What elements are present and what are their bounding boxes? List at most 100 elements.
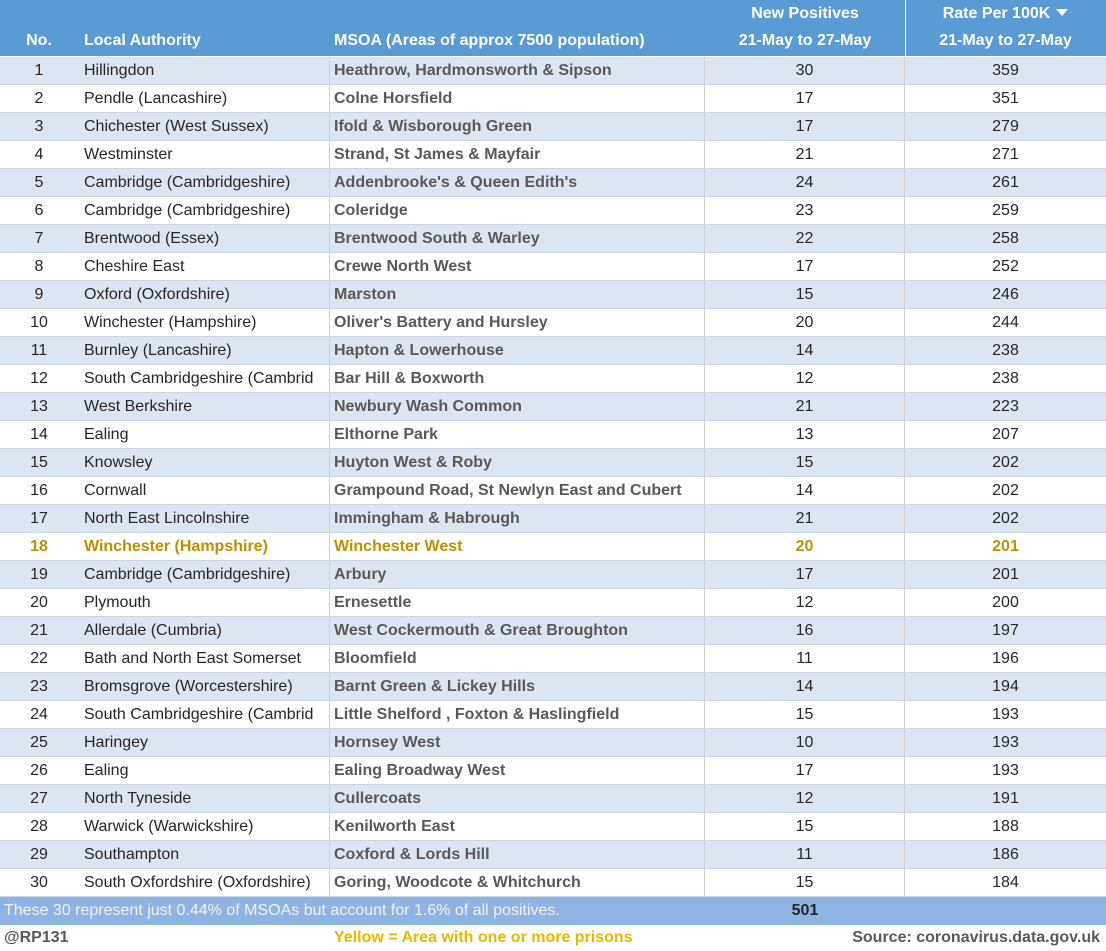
table-cell: 14 [705, 477, 905, 504]
table-cell: 196 [992, 650, 1019, 667]
table-cell: 12 [705, 785, 905, 812]
table-cell: 22 [30, 650, 48, 667]
table-cell: Bromsgrove (Worcestershire) [78, 673, 330, 700]
table-cell: 17 [705, 113, 905, 140]
credit: @RP131 [4, 929, 69, 946]
table-cell: 12 [705, 365, 905, 392]
table-cell: 15 [705, 281, 905, 308]
table-cell: 193 [992, 762, 1019, 779]
table-cell: Ifold & Wisborough Green [330, 113, 705, 140]
table-cell: Huyton West & Roby [330, 449, 705, 476]
table-cell: Bath and North East Somerset [78, 645, 330, 672]
table-cell: 16 [30, 482, 48, 499]
header-cell: MSOA (Areas of approx 7500 population) [334, 32, 645, 49]
table-cell: Strand, St James & Mayfair [330, 141, 705, 168]
table-cell: 238 [992, 370, 1019, 387]
table-row: 16 Cornwall Grampound Road, St Newlyn East… [0, 477, 1106, 505]
table-cell: 271 [992, 146, 1019, 163]
table-cell: 29 [30, 846, 48, 863]
table-cell: 21 [705, 505, 905, 532]
table-cell: 252 [992, 258, 1019, 275]
table-row: 19 Cambridge (Cambridgeshire) Arbury 17 201 [0, 561, 1106, 589]
table-cell: Hillingdon [78, 57, 330, 84]
table-cell: 244 [992, 314, 1019, 331]
table-cell: 7 [34, 230, 44, 247]
table-cell: South Cambridgeshire (Cambrid [78, 365, 330, 392]
table-cell: Coleridge [330, 197, 705, 224]
table-row: 22 Bath and North East Somerset Bloomfield… [0, 645, 1106, 673]
table-cell: 11 [30, 342, 48, 359]
table-cell: 24 [30, 706, 48, 723]
table-cell: 17 [705, 757, 905, 784]
table-cell: Heathrow, Hardmonsworth & Sipson [330, 57, 705, 84]
table-row: 5 Cambridge (Cambridgeshire) Addenbrooke's… [0, 169, 1106, 197]
table-cell: 13 [705, 421, 905, 448]
table-cell: 12 [30, 370, 48, 387]
table-cell: Arbury [330, 561, 705, 588]
header-cell: 21-May to 27-May [939, 32, 1072, 49]
table-cell: 351 [992, 90, 1019, 107]
table-cell: 15 [705, 813, 905, 840]
table-cell: 27 [30, 790, 48, 807]
table-cell: 193 [992, 734, 1019, 751]
table-cell: Cheshire East [78, 253, 330, 280]
table-cell: 188 [992, 818, 1019, 835]
table-row: 8 Cheshire East Crewe North West 17 252 [0, 253, 1106, 281]
table-cell: 11 [705, 645, 905, 672]
footer-note: These 30 represent just 0.44% of MSOAs b… [4, 902, 560, 919]
table-cell: 12 [705, 589, 905, 616]
table-cell: Southampton [78, 841, 330, 868]
table-row: 21 Allerdale (Cumbria) West Cockermouth & … [0, 617, 1106, 645]
sort-header[interactable]: Rate Per 100K [905, 5, 1106, 23]
table-cell: South Oxfordshire (Oxfordshire) [78, 869, 330, 896]
table-cell: 20 [30, 594, 48, 611]
table-row: 10 Winchester (Hampshire) Oliver's Battery… [0, 309, 1106, 337]
table-row: 17 North East Lincolnshire Immingham & Hab… [0, 505, 1106, 533]
table-cell: Pendle (Lancashire) [78, 85, 330, 112]
table-cell: Knowsley [78, 449, 330, 476]
header-cell: Local Authority [84, 32, 201, 49]
header-cell: No. [26, 32, 52, 49]
table-cell: Allerdale (Cumbria) [78, 617, 330, 644]
table-row: 11 Burnley (Lancashire) Hapton & Lowerhous… [0, 337, 1106, 365]
table-cell: Hapton & Lowerhouse [330, 337, 705, 364]
table-row: 23 Bromsgrove (Worcestershire) Barnt Green… [0, 673, 1106, 701]
table-cell: Cullercoats [330, 785, 705, 812]
sort-icon[interactable] [1056, 9, 1069, 16]
table-cell: 23 [705, 197, 905, 224]
table-cell: Coxford & Lords Hill [330, 841, 705, 868]
table-cell: Elthorne Park [330, 421, 705, 448]
table-cell: Ealing [78, 757, 330, 784]
table-cell: Hornsey West [330, 729, 705, 756]
table-cell: 15 [705, 869, 905, 896]
table-cell: 13 [30, 398, 48, 415]
table-cell: 23 [30, 678, 48, 695]
table-cell: 25 [30, 734, 48, 751]
table-cell: 193 [992, 706, 1019, 723]
table-cell: Addenbrooke's & Queen Edith's [330, 169, 705, 196]
table-cell: 15 [705, 449, 905, 476]
table-cell: Crewe North West [330, 253, 705, 280]
table-cell: North East Lincolnshire [78, 505, 330, 532]
table-cell: Cambridge (Cambridgeshire) [78, 169, 330, 196]
table-cell: 14 [705, 673, 905, 700]
table-cell: 197 [992, 622, 1019, 639]
table-header: No. Local Authority MSOA (Areas of appro… [0, 0, 1106, 56]
table-cell: 207 [992, 426, 1019, 443]
table-cell: 3 [34, 118, 44, 135]
table-cell: 8 [34, 258, 44, 275]
table-cell: 14 [705, 337, 905, 364]
table-cell: 15 [30, 454, 48, 471]
table-cell: 10 [30, 314, 48, 331]
table-cell: Bar Hill & Boxworth [330, 365, 705, 392]
table-cell: 20 [705, 533, 905, 560]
table-cell: Chichester (West Sussex) [78, 113, 330, 140]
table-cell: Warwick (Warwickshire) [78, 813, 330, 840]
table-cell: Barnt Green & Lickey Hills [330, 673, 705, 700]
table-cell: Brentwood South & Warley [330, 225, 705, 252]
table-footer: These 30 represent just 0.44% of MSOAs b… [0, 897, 1106, 925]
table-row: 29 Southampton Coxford & Lords Hill 11 186 [0, 841, 1106, 869]
header-cell: 21-May to 27-May [738, 32, 872, 49]
table-cell: 6 [34, 202, 44, 219]
